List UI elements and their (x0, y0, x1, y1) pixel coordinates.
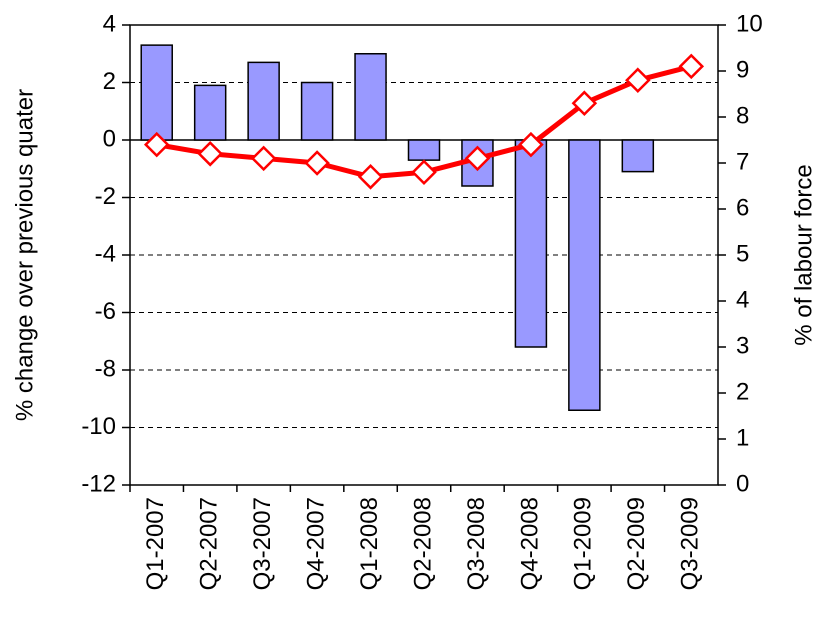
y2-tick-label: 4 (736, 286, 749, 313)
plot-frame (129, 24, 719, 486)
line-marker (518, 131, 544, 158)
y-tick-label: -12 (81, 470, 116, 497)
bar (354, 53, 387, 141)
y2-tick-label: 0 (736, 470, 749, 497)
y-tick-label: -4 (95, 240, 116, 267)
y2-tick-label: 1 (736, 424, 749, 451)
x-tick-label: Q1-2008 (356, 497, 383, 590)
y-tick-label: 0 (103, 125, 116, 152)
line-marker (411, 159, 437, 185)
y-tick-label: 4 (103, 10, 116, 37)
line-marker (304, 150, 330, 176)
line-marker (250, 145, 277, 172)
y2-tick-label: 6 (736, 194, 749, 221)
bar (514, 139, 548, 348)
line-marker (464, 145, 491, 172)
bar (247, 61, 280, 141)
bar (300, 81, 334, 141)
y2-tick-label: 10 (736, 10, 763, 37)
x-tick-label: Q2-2008 (409, 497, 436, 590)
x-tick-label: Q3-2007 (249, 497, 276, 590)
y2-tick-label: 9 (736, 56, 749, 83)
line-marker (678, 53, 705, 80)
line-marker (625, 67, 651, 93)
x-tick-label: Q1-2009 (570, 497, 597, 590)
y-tick-label: -10 (81, 413, 116, 440)
x-tick-label: Q2-2009 (623, 497, 650, 590)
y-tick-label: -6 (95, 298, 116, 325)
y2-tick-label: 7 (736, 148, 749, 175)
y2-tick-label: 8 (736, 102, 749, 129)
y-tick-label: 2 (103, 68, 116, 95)
bar (193, 84, 227, 141)
y-tick-label: -8 (95, 355, 116, 382)
bar (407, 139, 441, 161)
line-marker (357, 164, 384, 190)
x-tick-label: Q3-2009 (677, 497, 704, 590)
line-marker (571, 90, 598, 116)
bar (140, 44, 173, 141)
x-tick-label: Q3-2008 (463, 497, 490, 590)
y-tick-label: -2 (95, 183, 116, 210)
line-marker (143, 131, 170, 158)
bar (568, 139, 601, 411)
x-tick-label: Q2-2007 (196, 497, 223, 590)
x-tick-label: Q1-2007 (142, 497, 169, 590)
line-marker (197, 141, 223, 167)
y2-tick-label: 3 (736, 332, 749, 359)
x-tick-label: Q4-2008 (516, 497, 543, 590)
bar (621, 139, 655, 173)
y2-axis-label: % of labour force (790, 164, 817, 345)
y2-tick-label: 2 (736, 378, 749, 405)
y-axis-label: % change over previous quater (11, 89, 38, 421)
y2-tick-label: 5 (736, 240, 749, 267)
x-tick-label: Q4-2007 (302, 497, 329, 590)
